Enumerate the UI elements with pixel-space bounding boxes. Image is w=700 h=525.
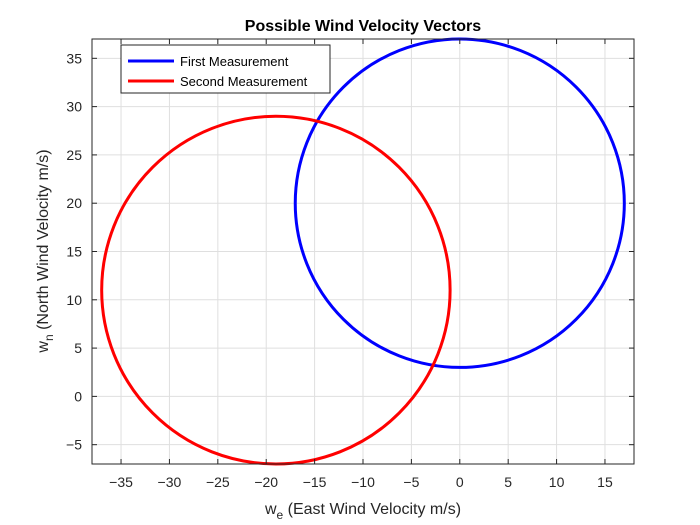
y-tick-label: 35 xyxy=(66,50,82,66)
ticks xyxy=(92,39,634,464)
legend-label-second: Second Measurement xyxy=(180,74,308,89)
x-axis-label-rest: (East Wind Velocity m/s) xyxy=(283,501,461,518)
x-tick-label: 0 xyxy=(456,474,464,490)
grid xyxy=(92,39,634,464)
y-tick-label: 5 xyxy=(74,340,82,356)
legend-label-first: First Measurement xyxy=(180,54,289,69)
x-tick-label: 10 xyxy=(549,474,565,490)
y-tick-label: −5 xyxy=(66,437,82,453)
x-tick-label: −35 xyxy=(109,474,133,490)
x-tick-label: 15 xyxy=(597,474,613,490)
chart-title: Possible Wind Velocity Vectors xyxy=(245,18,481,35)
y-axis-label-sub: n xyxy=(42,334,56,341)
y-tick-label: 25 xyxy=(66,147,82,163)
y-axis-label: wn (North Wind Velocity m/s) xyxy=(35,149,56,353)
x-tick-label: −25 xyxy=(206,474,230,490)
x-axis-label-sub: e xyxy=(277,508,284,522)
x-tick-label: −30 xyxy=(158,474,182,490)
y-tick-label: 20 xyxy=(66,195,82,211)
legend-box xyxy=(120,44,331,94)
y-tick-label: 10 xyxy=(66,292,82,308)
y-tick-label: 15 xyxy=(66,244,82,260)
x-axis-label-main: w xyxy=(264,501,277,518)
y-tick-label: 0 xyxy=(74,388,82,404)
x-axis-label: we (East Wind Velocity m/s) xyxy=(264,501,461,522)
y-axis-label-rest: (North Wind Velocity m/s) xyxy=(35,149,52,334)
y-axis-label-main: w xyxy=(35,341,52,354)
x-tick-label: 5 xyxy=(504,474,512,490)
legend: First Measurement Second Measurement xyxy=(120,44,331,94)
x-tick-label: −5 xyxy=(403,474,419,490)
x-tick-label: −10 xyxy=(351,474,375,490)
y-tick-label: 30 xyxy=(66,99,82,115)
x-tick-label: −15 xyxy=(303,474,327,490)
tick-labels: −35 −30 −25 −20 −15 −10 −5 0 5 10 15 −5 0 5 10 15 20 25 30… xyxy=(66,50,613,490)
x-tick-label: −20 xyxy=(254,474,278,490)
